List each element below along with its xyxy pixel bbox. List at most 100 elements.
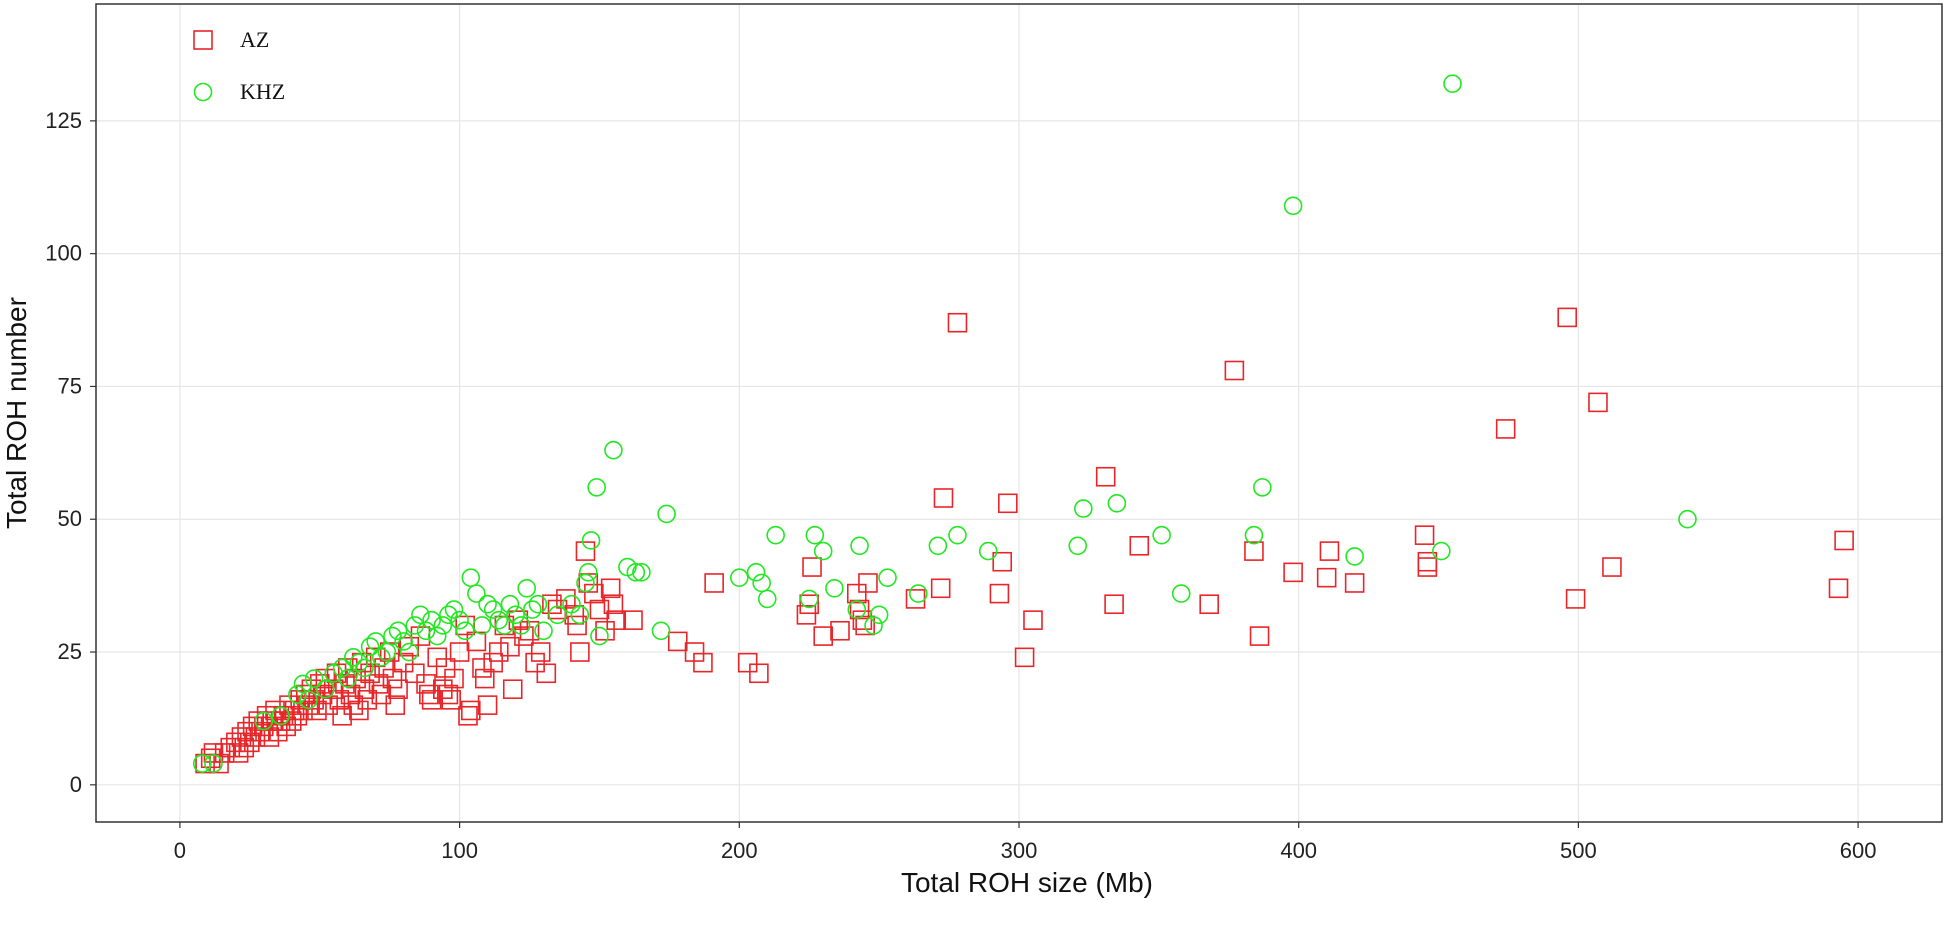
khz-point	[427, 626, 447, 646]
khz-point	[626, 563, 646, 582]
az-point	[421, 690, 442, 710]
az-point	[1316, 567, 1337, 588]
khz-point	[399, 642, 419, 662]
khz-point	[528, 594, 548, 614]
az-point	[737, 652, 758, 673]
az-point	[444, 668, 464, 689]
khz-point	[461, 568, 481, 587]
khz-point	[349, 653, 369, 672]
grid-lines	[96, 4, 1942, 822]
x-axis-title: Total ROH size (Mb)	[901, 867, 1153, 898]
az-point	[1014, 647, 1035, 668]
az-point	[989, 583, 1010, 604]
az-point	[332, 705, 352, 726]
khz-point	[192, 754, 212, 773]
khz-point	[978, 541, 998, 561]
khz-point	[304, 669, 324, 688]
az-point	[567, 615, 587, 636]
khz-point	[383, 626, 402, 646]
az-point	[357, 690, 378, 710]
az-point	[600, 578, 621, 599]
az-point	[852, 610, 873, 630]
az-point	[1602, 557, 1622, 577]
az-point	[1283, 562, 1303, 583]
az-point	[530, 642, 551, 662]
khz-point	[478, 594, 497, 614]
khz-point	[439, 605, 458, 625]
legend-label: AZ	[240, 27, 269, 52]
az-point	[371, 684, 392, 705]
az-point	[947, 312, 968, 333]
khz-point	[204, 754, 223, 773]
khz-point	[1107, 493, 1127, 513]
az-point	[500, 636, 520, 657]
khz-point	[316, 679, 335, 699]
khz-point	[1244, 525, 1264, 545]
az-point	[323, 679, 344, 700]
khz-point	[416, 621, 436, 641]
khz-point	[730, 568, 749, 587]
khz-point	[878, 568, 897, 587]
az-point	[514, 626, 534, 646]
khz-point	[548, 605, 567, 625]
az-point	[234, 737, 255, 758]
khz-point	[850, 536, 869, 556]
khz-point	[1253, 478, 1272, 497]
az-point	[441, 690, 462, 710]
khz-point	[254, 711, 274, 731]
khz-point	[587, 478, 606, 497]
legend-marker-khz	[193, 82, 213, 102]
az-point	[1414, 525, 1435, 545]
khz-point	[523, 600, 542, 619]
az-point	[623, 610, 643, 630]
az-point	[399, 636, 420, 657]
khz-point	[1068, 536, 1088, 556]
legend-item-az: AZ	[193, 27, 269, 52]
khz-point	[1432, 541, 1451, 561]
khz-point	[288, 685, 307, 704]
az-point	[603, 594, 624, 615]
x-tick-label: 200	[721, 838, 758, 863]
az-point	[382, 668, 403, 689]
khz-point	[657, 504, 676, 524]
az-point	[1129, 535, 1150, 556]
khz-point	[517, 578, 537, 598]
khz-point	[489, 610, 509, 630]
khz-point	[355, 658, 374, 678]
khz-point	[433, 616, 453, 635]
legend-label: KHZ	[240, 79, 285, 104]
az-point	[858, 573, 878, 593]
az-point	[542, 594, 562, 615]
khz-point	[1283, 196, 1303, 216]
az-point	[1095, 466, 1116, 487]
y-tick-label: 50	[58, 506, 82, 531]
khz-point	[604, 440, 623, 460]
khz-point	[394, 632, 413, 651]
az-point	[1828, 578, 1849, 599]
y-axis-title: Total ROH number	[1, 297, 32, 529]
khz-point	[338, 669, 358, 688]
az-point	[458, 705, 478, 726]
x-tick-label: 100	[441, 838, 478, 863]
az-point	[1495, 419, 1516, 439]
khz-point	[1152, 525, 1171, 545]
khz-point	[928, 536, 948, 556]
khz-point	[332, 658, 352, 678]
az-point	[354, 679, 375, 700]
y-tick-label: 100	[45, 241, 82, 266]
khz-point	[805, 525, 825, 545]
az-point	[477, 695, 498, 715]
series-az	[195, 307, 1854, 774]
khz-point	[869, 605, 889, 625]
khz-point	[799, 589, 819, 609]
khz-point	[422, 610, 441, 630]
az-point	[525, 652, 545, 673]
khz-point	[909, 584, 928, 603]
az-point	[606, 610, 627, 630]
x-tick-label: 0	[174, 838, 186, 863]
khz-point	[1171, 584, 1191, 603]
khz-point	[1443, 74, 1462, 93]
y-tick-label: 25	[58, 639, 82, 664]
khz-point	[500, 594, 520, 614]
az-point	[998, 493, 1018, 514]
